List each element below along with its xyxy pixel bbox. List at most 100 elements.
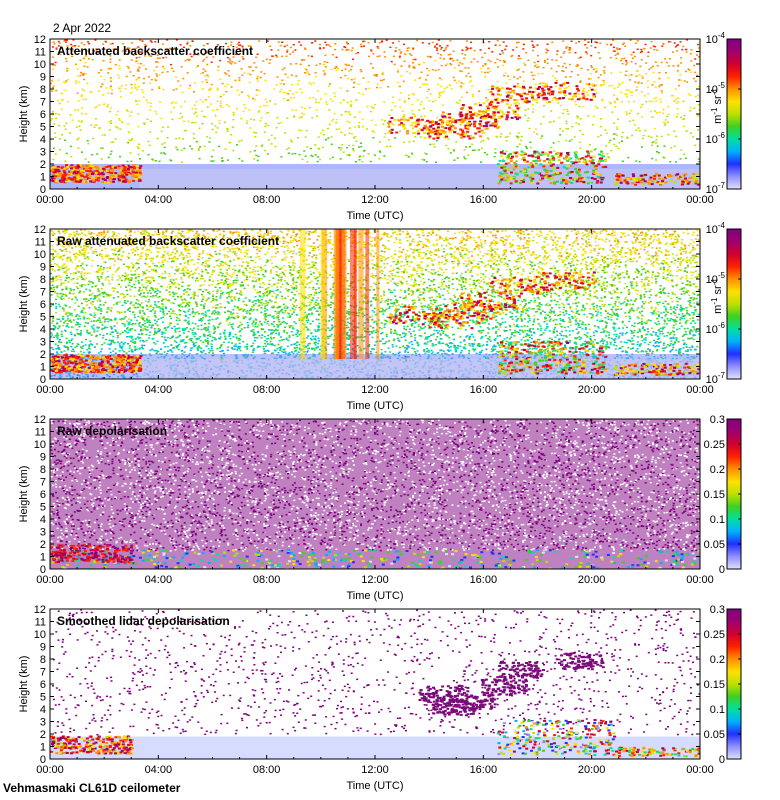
y-tick-label: 4 [40,134,46,146]
panel-title: Smoothed lidar depolarisation [57,614,230,628]
x-tick-label: 12:00 [361,384,389,396]
colorbar-unit-label: m-1 sr-1 [710,88,724,124]
y-tick-label: 4 [40,704,46,716]
colorbar-tick-label: 0.3 [710,414,725,426]
colorbar: 10-4 10-5 10-6 10-7 m-1 sr-1 [706,221,742,386]
y-tick-label: 6 [40,299,46,311]
heatmap-field [50,419,700,569]
y-tick-label: 9 [40,72,46,84]
x-tick-label: 00:00 [686,764,714,776]
colorbar-tick-label: 10-6 [706,321,726,336]
y-tick-label: 8 [40,464,46,476]
colorbar-tick-label: 0.05 [704,729,725,741]
instrument-label: Vehmasmaki CL61D ceilometer [3,781,180,795]
colorbar-tick-label: 10-6 [706,131,726,146]
y-tick-label: 6 [40,489,46,501]
y-tick-label: 12 [34,224,46,236]
x-tick-label: 16:00 [470,764,498,776]
colorbar-tick-label: 10-4 [706,31,726,46]
y-tick-label: 10 [34,249,46,261]
x-tick-label: 20:00 [578,764,606,776]
x-tick-label: 00:00 [36,574,64,586]
y-tick-label: 3 [40,337,46,349]
x-tick-label: 12:00 [361,764,389,776]
x-tick-label: 08:00 [253,194,281,206]
colorbar-tick-label: 0 [719,754,725,766]
y-tick-label: 2 [40,539,46,551]
y-axis-label: Height (km) [18,276,30,333]
x-tick-label: 04:00 [145,764,173,776]
y-tick-label: 1 [40,362,46,374]
y-tick-label: 2 [40,159,46,171]
y-tick-label: 12 [34,414,46,426]
y-tick-label: 8 [40,654,46,666]
y-tick-label: 1 [40,742,46,754]
colorbar-tick-label: 10-5 [706,81,726,96]
heatmap-field [50,229,700,379]
y-tick-label: 7 [40,667,46,679]
colorbar-tick-label: 0.2 [710,464,725,476]
x-tick-label: 00:00 [36,194,64,206]
x-tick-label: 00:00 [686,194,714,206]
x-tick-label: 08:00 [253,384,281,396]
y-axis-label: Height (km) [18,466,30,523]
y-axis-label: Height (km) [18,656,30,713]
x-axis-label: Time (UTC) [346,400,403,412]
heatmap-field [50,39,700,189]
y-tick-label: 8 [40,274,46,286]
y-tick-label: 10 [34,629,46,641]
x-tick-label: 08:00 [253,764,281,776]
y-tick-label: 0 [40,184,46,196]
colorbar: 0.3 0.25 0.2 0.15 0.1 0.05 0 [704,604,742,766]
y-axis-label: Height (km) [18,86,30,143]
y-tick-label: 3 [40,147,46,159]
colorbar-tick-label: 0.25 [704,439,725,451]
panel-title: Attenuated backscatter coefficient [57,44,253,58]
colorbar-tick-label: 10-5 [706,271,726,286]
colorbar-tick-label: 0.1 [710,514,725,526]
y-tick-label: 7 [40,477,46,489]
y-tick-label: 4 [40,514,46,526]
colorbar-gradient [726,228,742,380]
x-tick-label: 16:00 [470,384,498,396]
x-tick-label: 20:00 [578,384,606,396]
colorbar-tick-label: 10-4 [706,221,726,236]
x-tick-label: 00:00 [36,764,64,776]
y-tick-label: 10 [34,59,46,71]
colorbar-tick-label: 0.15 [704,679,725,691]
y-tick-label: 6 [40,679,46,691]
x-tick-label: 00:00 [686,574,714,586]
y-tick-label: 9 [40,642,46,654]
y-tick-label: 2 [40,729,46,741]
y-tick-label: 12 [34,604,46,616]
x-tick-label: 20:00 [578,574,606,586]
colorbar-tick-label: 0.1 [710,704,725,716]
y-tick-label: 9 [40,262,46,274]
panel-title: Raw attenuated backscatter coefficient [57,234,279,248]
x-tick-label: 04:00 [145,194,173,206]
y-tick-label: 5 [40,502,46,514]
colorbar-gradient [726,38,742,190]
y-tick-label: 5 [40,122,46,134]
y-tick-label: 1 [40,172,46,184]
x-tick-label: 04:00 [145,574,173,586]
x-tick-label: 20:00 [578,194,606,206]
colorbar-tick-label: 10-7 [706,181,726,196]
x-tick-label: 08:00 [253,574,281,586]
y-tick-label: 3 [40,717,46,729]
colorbar-tick-label: 0 [719,564,725,576]
colorbar-tick-label: 0.05 [704,539,725,551]
colorbar-tick-label: 0.15 [704,489,725,501]
heatmap-field [50,609,700,759]
panel-title: Raw depolarisation [57,424,167,438]
colorbar-unit-label: m-1 sr-1 [710,278,724,314]
y-tick-label: 10 [34,439,46,451]
y-tick-label: 5 [40,692,46,704]
x-axis-label: Time (UTC) [346,780,403,792]
y-tick-label: 7 [40,287,46,299]
